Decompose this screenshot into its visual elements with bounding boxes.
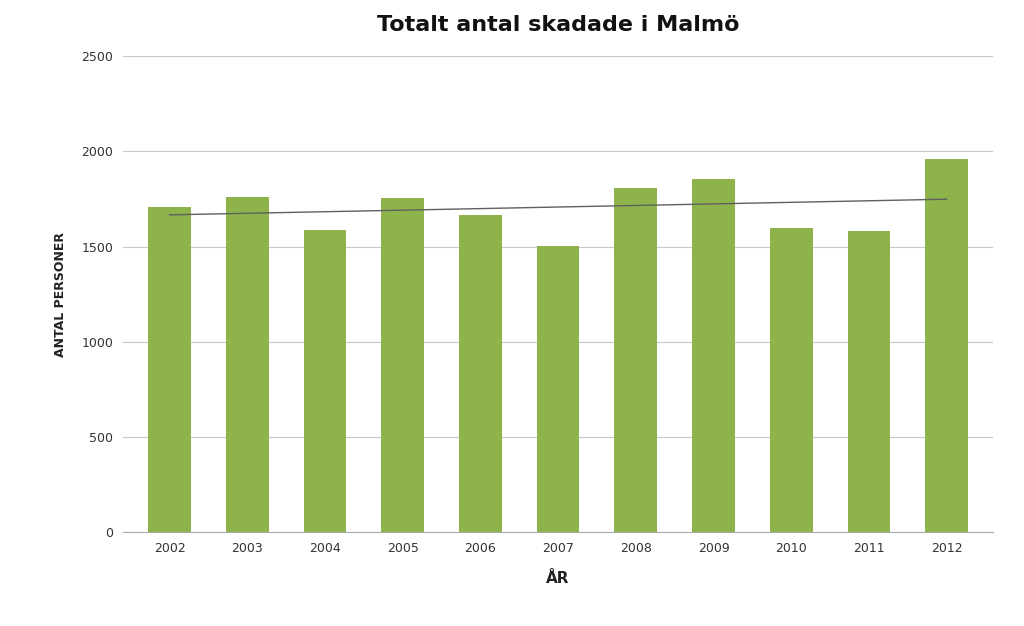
Bar: [692, 179, 735, 532]
Bar: [148, 207, 190, 532]
Bar: [770, 228, 813, 532]
Bar: [226, 197, 268, 532]
X-axis label: ÅR: ÅR: [547, 572, 569, 587]
Bar: [537, 245, 580, 532]
Bar: [459, 215, 502, 532]
Title: Totalt antal skadade i Malmö: Totalt antal skadade i Malmö: [377, 16, 739, 35]
Bar: [303, 230, 346, 532]
Bar: [614, 188, 657, 532]
Bar: [381, 198, 424, 532]
Y-axis label: ANTAL PERSONER: ANTAL PERSONER: [54, 232, 68, 357]
Bar: [926, 159, 968, 532]
Bar: [848, 232, 890, 532]
